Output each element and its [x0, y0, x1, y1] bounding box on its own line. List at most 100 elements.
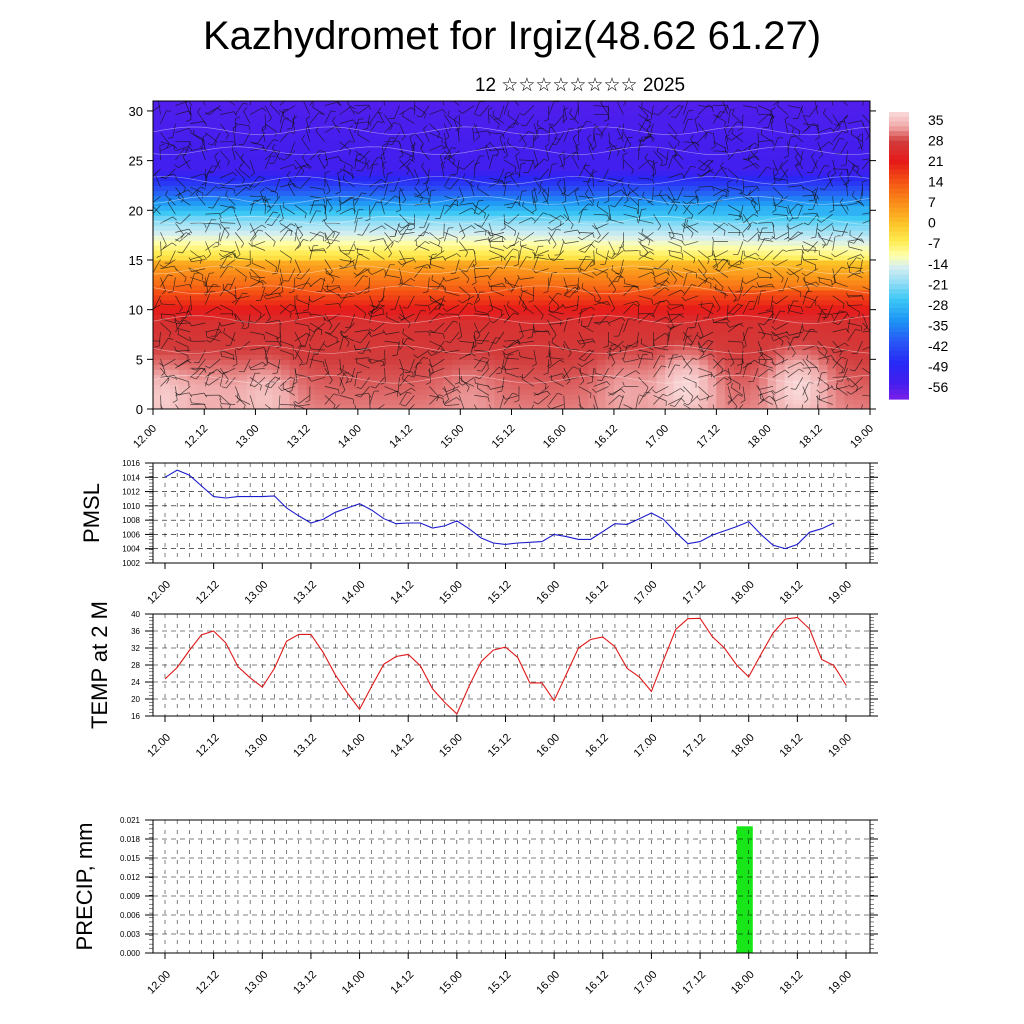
heatmap-cell	[460, 130, 470, 137]
heatmap-cell	[426, 255, 436, 261]
heatmap-cell	[485, 294, 496, 301]
heatmap-cell	[605, 329, 615, 336]
heatmap-cell	[511, 354, 521, 360]
heatmap-cell	[460, 279, 470, 286]
heatmap-cell	[383, 364, 393, 370]
heatmap-cell	[383, 334, 393, 341]
chart-subtitle: 12 ☆☆☆☆☆☆☆☆ 2025	[474, 75, 686, 96]
heatmap-cell	[323, 334, 333, 341]
heatmap-cell	[374, 245, 385, 251]
heatmap-cell	[383, 145, 393, 152]
heatmap-cell	[332, 160, 342, 167]
heatmap-cell	[409, 264, 419, 271]
heatmap-cell	[332, 240, 342, 246]
heatmap-cell	[392, 250, 402, 256]
heatmap-cell	[699, 250, 709, 256]
heatmap-cell	[528, 175, 538, 182]
heatmap-cell	[631, 369, 641, 375]
heatmap-cell	[605, 364, 615, 370]
heatmap-cell	[426, 349, 436, 355]
heatmap-cell	[392, 344, 402, 350]
heatmap-cell	[255, 105, 265, 112]
heatmap-cell	[468, 304, 478, 311]
heatmap-cell	[468, 155, 478, 162]
heatmap-cell	[733, 190, 743, 196]
heatmap-cell	[298, 205, 308, 211]
heatmap-cell	[699, 314, 709, 321]
heatmap-cell	[426, 140, 436, 147]
heatmap-cell	[195, 394, 205, 400]
heatmap-cell	[673, 101, 683, 107]
heatmap-cell	[383, 269, 393, 276]
heatmap-cell	[801, 135, 811, 142]
heatmap-cell	[648, 319, 658, 326]
heatmap-cell	[724, 170, 735, 177]
heatmap-cell	[776, 225, 786, 231]
heatmap-cell	[451, 274, 461, 281]
heatmap-cell	[665, 264, 675, 271]
heatmap-cell	[673, 289, 683, 296]
heatmap-cell	[511, 210, 521, 216]
heatmap-cell	[733, 250, 743, 256]
heatmap-cell	[332, 394, 342, 400]
heatmap-cell	[426, 339, 436, 346]
heatmap-cell	[733, 334, 743, 341]
heatmap-cell	[750, 364, 760, 370]
heatmap-cell	[426, 399, 436, 405]
heatmap-cell	[750, 205, 760, 211]
heatmap-cell	[298, 105, 308, 112]
heatmap-cell	[357, 255, 367, 261]
heatmap-cell	[741, 284, 752, 291]
heatmap-cell	[340, 145, 350, 152]
heatmap-cell	[494, 314, 504, 321]
heatmap-cell	[502, 170, 513, 177]
heatmap-cell	[306, 120, 316, 127]
heatmap-cell	[648, 274, 658, 281]
heatmap-cell	[229, 394, 239, 400]
heatmap-cell	[631, 259, 641, 266]
heatmap-cell	[793, 210, 803, 216]
heatmap-cell	[605, 205, 615, 211]
heatmap-cell	[187, 269, 197, 276]
heatmap-cell	[383, 215, 393, 221]
heatmap-cell	[537, 150, 547, 157]
heatmap-cell	[434, 140, 444, 147]
heatmap-cell	[724, 369, 735, 375]
heatmap-cell	[434, 180, 444, 187]
heatmap-cell	[238, 319, 248, 326]
heatmap-cell	[161, 399, 171, 405]
heatmap-cell	[520, 175, 530, 182]
heatmap-cell	[417, 389, 427, 395]
heatmap-cell	[229, 150, 239, 157]
heatmap-cell	[750, 130, 760, 137]
heatmap-cell	[400, 155, 410, 162]
heatmap-cell	[272, 110, 282, 117]
heatmap-cell	[477, 299, 487, 306]
heatmap-cell	[562, 225, 572, 231]
heatmap-cell	[554, 125, 564, 132]
heatmap-cell	[707, 240, 717, 246]
heatmap-cell	[699, 394, 709, 400]
heatmap-cell	[187, 319, 197, 326]
heatmap-cell	[835, 294, 845, 301]
heatmap-cell	[340, 344, 350, 350]
heatmap-cell	[528, 101, 538, 107]
heatmap-cell	[263, 259, 274, 266]
heatmap-cell	[366, 130, 376, 137]
heatmap-cell	[263, 195, 274, 201]
heatmap-cell	[502, 324, 513, 331]
heatmap-cell	[272, 264, 282, 271]
heatmap-cell	[349, 225, 359, 231]
heatmap-cell	[170, 170, 180, 177]
heatmap-cell	[537, 309, 547, 316]
heatmap-cell	[579, 384, 589, 390]
heatmap-cell	[682, 289, 692, 296]
heatmap-cell	[665, 245, 675, 251]
heatmap-cell	[349, 155, 359, 162]
heatmap-cell	[759, 374, 769, 380]
heatmap-cell	[810, 314, 820, 321]
heatmap-cell	[827, 185, 837, 192]
heatmap-cell	[554, 101, 564, 107]
heatmap-cell	[835, 379, 845, 385]
heatmap-cell	[596, 205, 606, 211]
